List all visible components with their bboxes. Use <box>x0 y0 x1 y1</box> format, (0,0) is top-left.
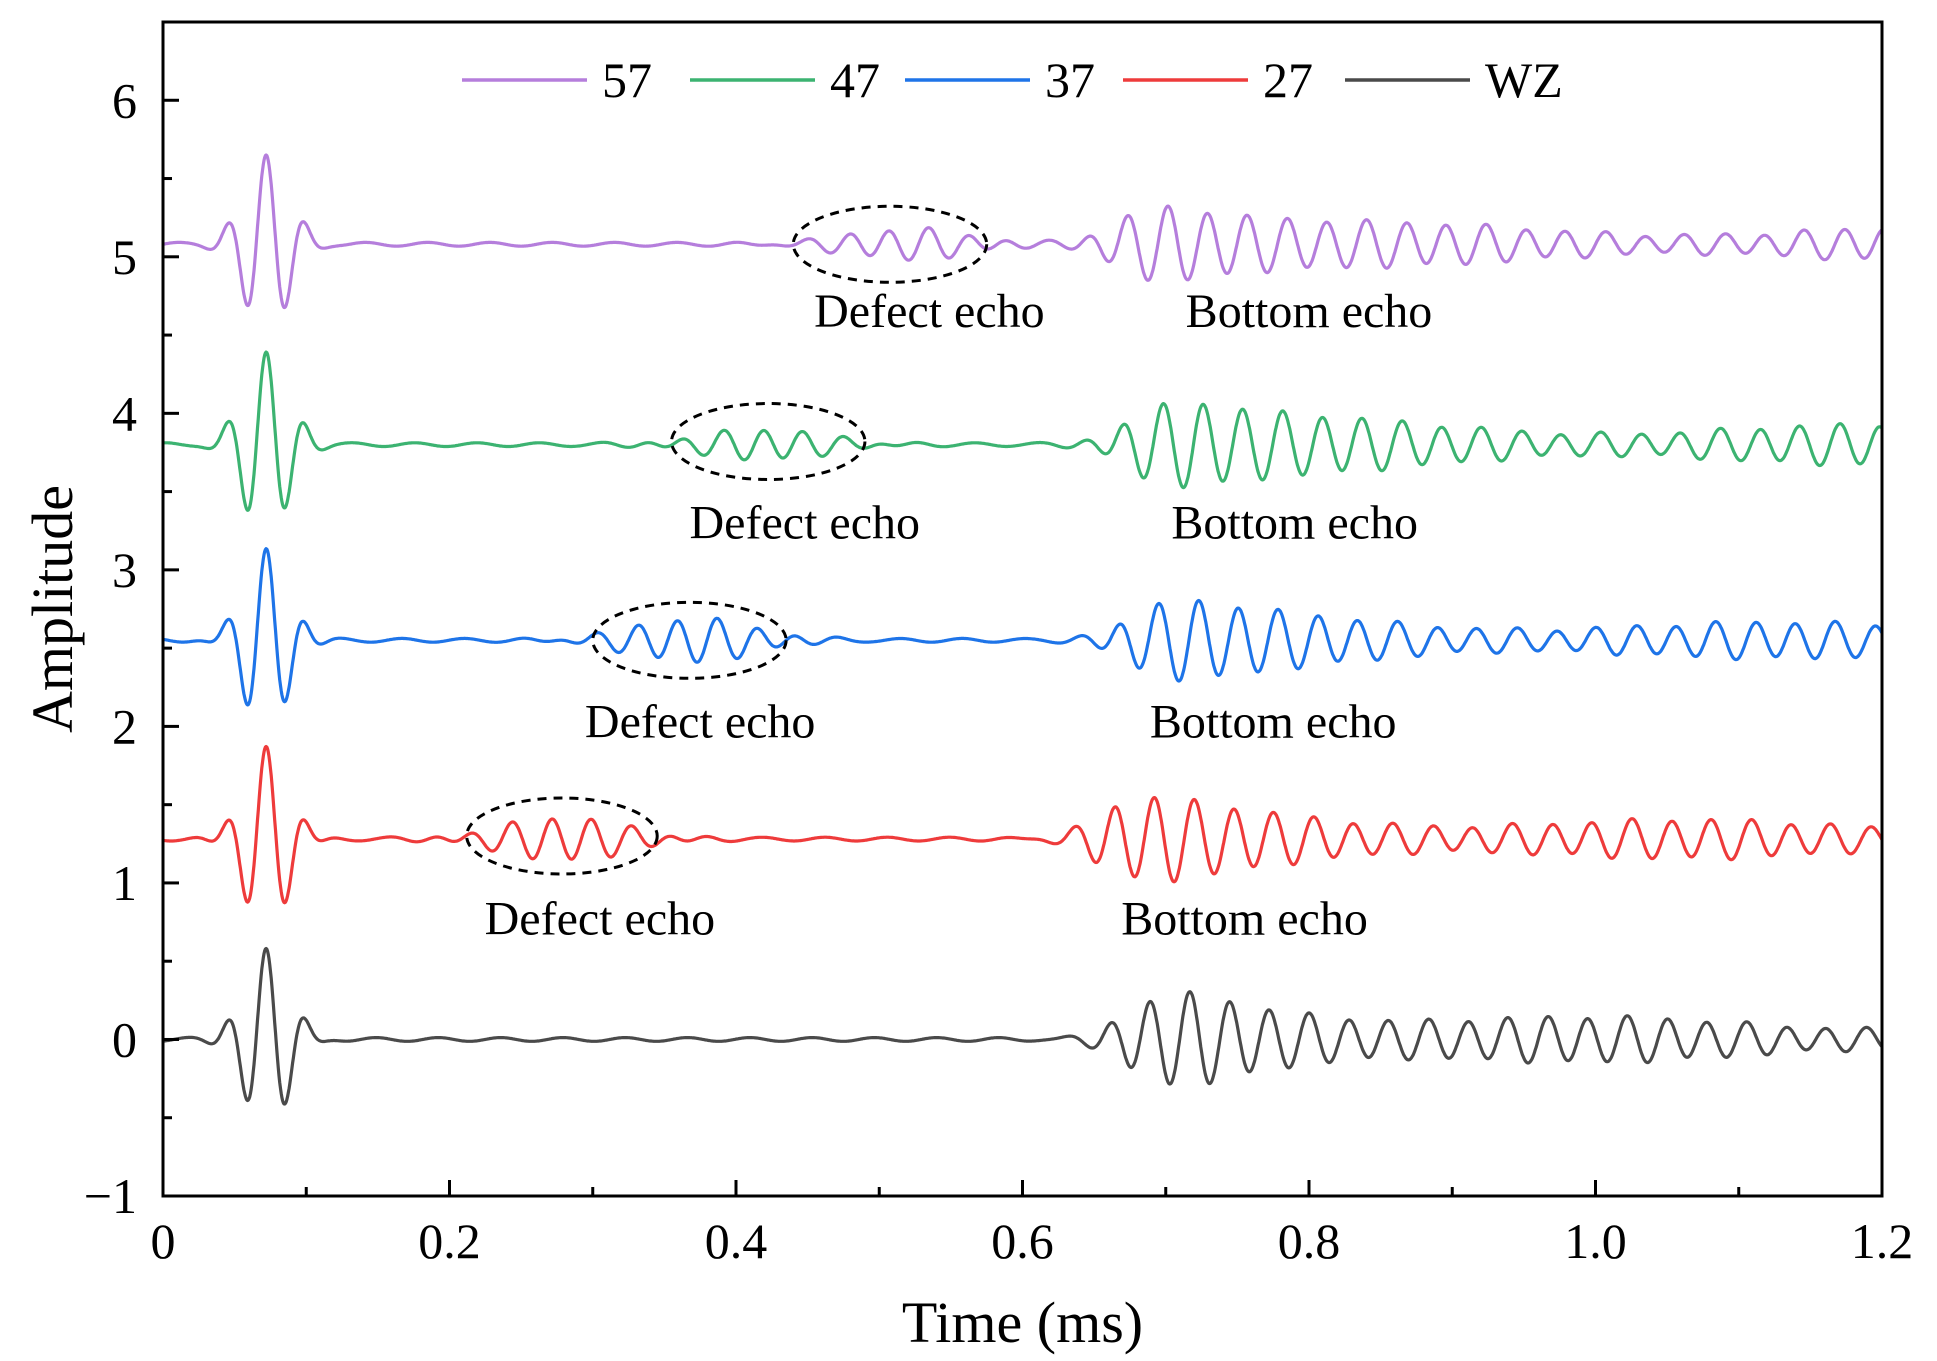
y-tick-label: 0 <box>112 1011 137 1067</box>
y-tick-label: 3 <box>112 542 137 598</box>
defect-echo-label: Defect echo <box>814 285 1045 338</box>
y-tick-label: 2 <box>112 698 137 754</box>
defect-echo-ellipse <box>591 600 788 680</box>
y-axis-title: Amplitude <box>20 485 85 733</box>
y-tick-label: 1 <box>112 855 137 911</box>
series-line-WZ <box>163 946 1882 1106</box>
x-tick-label: 0.8 <box>1278 1213 1341 1269</box>
series-line-57 <box>163 153 1882 310</box>
x-axis-title: Time (ms) <box>902 1290 1143 1355</box>
x-tick-label: 1.0 <box>1564 1213 1627 1269</box>
legend: 57 47 37 27 WZ <box>462 52 1563 108</box>
legend-label-57: 57 <box>602 52 652 108</box>
bottom-echo-label: Bottom echo <box>1171 497 1418 550</box>
series-line-37 <box>163 547 1882 707</box>
y-tick-label: 6 <box>112 72 137 128</box>
legend-label-47: 47 <box>830 52 880 108</box>
series-layer <box>163 153 1882 1106</box>
series-line-47 <box>163 350 1882 512</box>
defect-echo-label: Defect echo <box>485 893 716 946</box>
x-tick-label: 0.6 <box>991 1213 1054 1269</box>
x-tick-label: 0 <box>151 1213 176 1269</box>
legend-label-27: 27 <box>1263 52 1313 108</box>
annotation-layer: Defect echo Bottom echo Defect echo Bottom … <box>465 204 1433 946</box>
x-tick-label: 0.4 <box>705 1213 768 1269</box>
x-tick-label: 1.2 <box>1851 1213 1914 1269</box>
defect-echo-ellipse <box>465 796 659 876</box>
y-tick-label: 4 <box>112 385 137 441</box>
bottom-echo-label: Bottom echo <box>1121 893 1368 946</box>
bottom-echo-label: Bottom echo <box>1150 695 1397 748</box>
defect-echo-label: Defect echo <box>690 497 921 550</box>
defect-echo-label: Defect echo <box>585 695 816 748</box>
defect-echo-ellipse <box>791 204 989 284</box>
bottom-echo-label: Bottom echo <box>1186 285 1433 338</box>
y-tick-label: 5 <box>112 229 137 285</box>
legend-label-37: 37 <box>1045 52 1095 108</box>
series-line-27 <box>163 744 1882 905</box>
x-tick-label: 0.2 <box>418 1213 481 1269</box>
y-tick-label: −1 <box>84 1168 137 1224</box>
legend-label-WZ: WZ <box>1485 52 1563 108</box>
